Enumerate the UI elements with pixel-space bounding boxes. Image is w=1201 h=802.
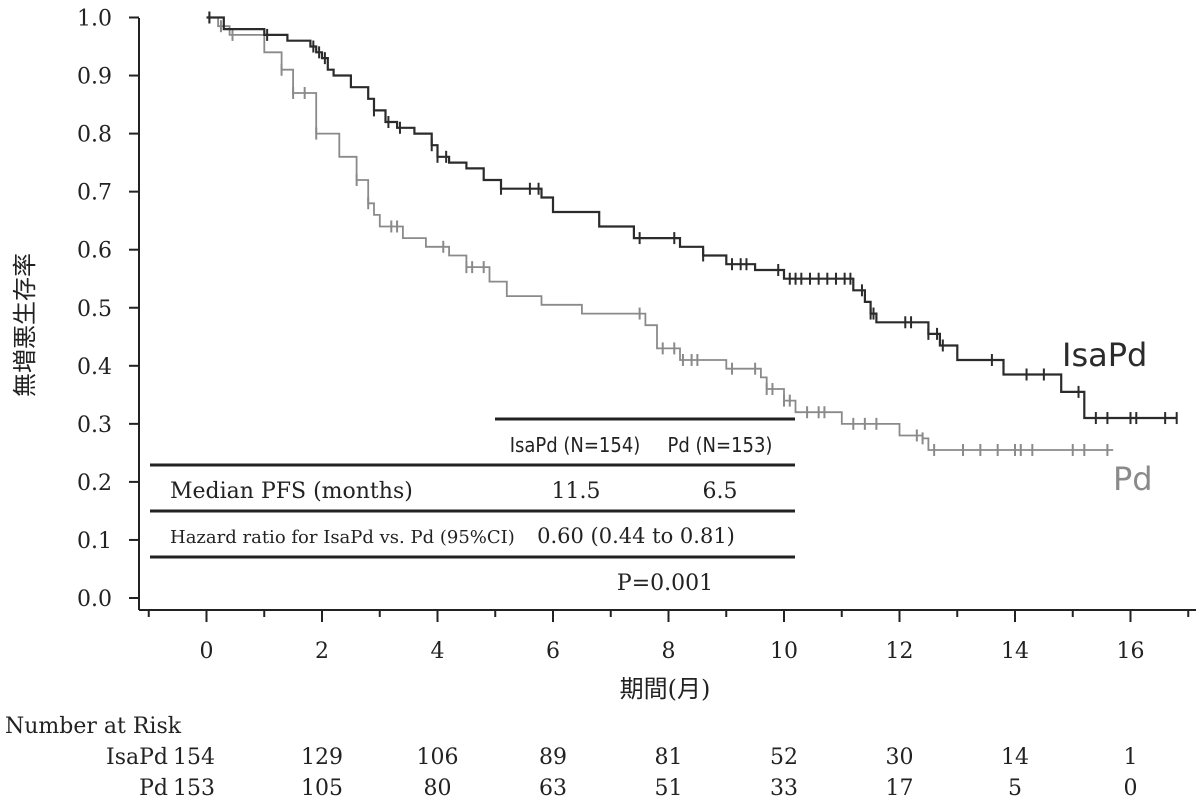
risk-values: 154 129 106 89 81 52 30 14 1 153 105 80 63 51 33 17 5 0	[173, 745, 1138, 801]
summary-col-header-pd: Pd (N=153)	[668, 433, 773, 457]
x-tick-label: 10	[770, 639, 798, 664]
risk-value-isapd: 14	[1001, 745, 1029, 770]
y-axis-ticks: 0.0 0.1 0.2 0.3 0.4 0.5 0.6 0.7 0.8 0.9 1.0	[77, 7, 139, 612]
y-tick-label: 0.9	[77, 65, 112, 90]
risk-value-pd: 33	[770, 776, 798, 801]
risk-row-label-pd: Pd	[139, 776, 168, 801]
summary-col-header-isapd: IsaPd (N=154)	[510, 433, 641, 457]
risk-value-isapd: 89	[539, 745, 567, 770]
survival-line-pd	[206, 16, 1114, 451]
summary-table: IsaPd (N=154) Pd (N=153) Median PFS (mon…	[150, 417, 795, 597]
p-value: P=0.001	[617, 571, 713, 596]
risk-value-pd: 80	[424, 776, 452, 801]
risk-value-pd: 105	[301, 776, 343, 801]
risk-value-isapd: 154	[173, 745, 215, 770]
risk-value-pd: 5	[1008, 776, 1022, 801]
survival-curves	[206, 11, 1178, 456]
risk-row-label-isapd: IsaPd	[106, 745, 168, 770]
risk-value-isapd: 129	[301, 745, 343, 770]
y-tick-label: 0.3	[77, 413, 112, 438]
y-tick-label: 0.1	[77, 529, 112, 554]
y-axis-title: 無増悪生存率	[11, 253, 39, 397]
x-tick-label: 12	[886, 639, 914, 664]
summary-table-bg	[150, 419, 795, 597]
x-axis-ticks: 0 2 4 6 8 10 12 14 16	[147, 610, 1190, 664]
risk-value-isapd: 106	[417, 745, 459, 770]
median-pfs-isapd: 11.5	[552, 479, 601, 504]
x-tick-label: 0	[200, 639, 214, 664]
y-tick-label: 0.0	[77, 587, 112, 612]
y-tick-label: 0.8	[77, 123, 112, 148]
x-axis-title: 期間(月)	[620, 675, 711, 703]
median-pfs-label: Median PFS (months)	[170, 479, 413, 504]
x-tick-label: 6	[546, 639, 560, 664]
risk-table: Number at Risk IsaPd Pd 154 129 106 89 81 52 3…	[5, 714, 1138, 801]
x-tick-label: 16	[1117, 639, 1145, 664]
risk-value-pd: 51	[655, 776, 683, 801]
hazard-ratio-value: 0.60 (0.44 to 0.81)	[537, 524, 735, 548]
risk-value-isapd: 52	[770, 745, 798, 770]
risk-value-pd: 63	[539, 776, 567, 801]
risk-value-pd: 153	[173, 776, 215, 801]
y-tick-label: 1.0	[77, 7, 112, 32]
risk-value-isapd: 1	[1124, 745, 1138, 770]
x-tick-label: 2	[315, 639, 329, 664]
series-label-isapd: IsaPd	[1062, 336, 1147, 374]
risk-value-isapd: 30	[886, 745, 914, 770]
risk-table-title: Number at Risk	[5, 714, 182, 739]
x-tick-label: 8	[662, 639, 676, 664]
x-tick-label: 14	[1001, 639, 1029, 664]
y-tick-label: 0.5	[77, 297, 112, 322]
y-tick-label: 0.2	[77, 471, 112, 496]
risk-value-isapd: 81	[655, 745, 683, 770]
risk-value-pd: 17	[886, 776, 914, 801]
y-tick-label: 0.6	[77, 239, 112, 264]
median-pfs-pd: 6.5	[703, 479, 738, 504]
series-label-pd: Pd	[1113, 460, 1153, 498]
risk-value-pd: 0	[1124, 776, 1138, 801]
hazard-ratio-label: Hazard ratio for IsaPd vs. Pd (95%CI)	[170, 527, 515, 548]
y-tick-label: 0.7	[77, 181, 112, 206]
y-tick-label: 0.4	[77, 355, 112, 380]
x-tick-label: 4	[431, 639, 445, 664]
